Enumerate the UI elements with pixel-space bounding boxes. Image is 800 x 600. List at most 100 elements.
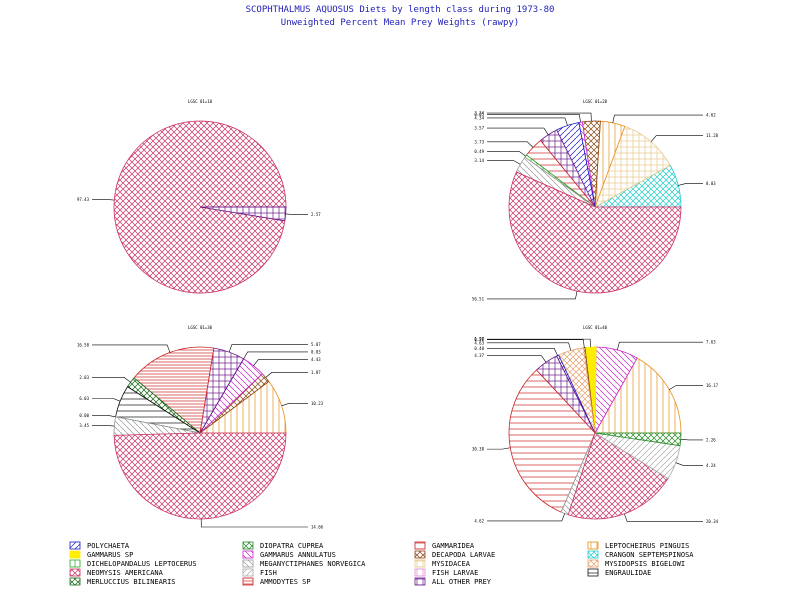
slice-label: 4.62 <box>474 518 484 523</box>
leader-line <box>669 385 703 390</box>
pie-2: LGSC 01=20 8.03 11.28 4.62 3.340.654.34 3.57 3… <box>472 99 719 301</box>
pie-1: LGSC 01=10 97.43 2.57 <box>77 99 321 294</box>
legend-swatch <box>587 559 599 568</box>
legend-item: ALL OTHER PREY <box>414 577 492 586</box>
pie-title: LGSC 01=10 <box>188 99 213 104</box>
slice-label: 3.73 <box>474 139 484 144</box>
slice-label: 0.40 <box>474 346 484 351</box>
legend-label: MYSIDOPSIS BIGELOWI <box>605 560 685 568</box>
slice-label: 4.43 <box>311 357 321 362</box>
slice-label: 3.14 <box>474 158 484 163</box>
pie-slice <box>199 206 287 222</box>
slice-label: 11.28 <box>706 133 719 138</box>
leader-line <box>92 397 121 402</box>
leader-line <box>487 114 581 123</box>
slice-label: 0.26 <box>474 337 484 342</box>
slice-label: 3.57 <box>474 126 484 131</box>
slice-label: 2.03 <box>79 375 89 380</box>
slice-label: 2.26 <box>706 437 716 442</box>
legend-swatch <box>69 577 81 586</box>
legend-swatch <box>242 568 254 577</box>
leader-line <box>285 213 308 215</box>
legend-label: GAMMARUS SP <box>87 551 133 559</box>
leader-line <box>487 151 526 157</box>
slice-label: 0.03 <box>311 349 321 354</box>
leader-line <box>617 341 703 351</box>
legend-swatch <box>69 550 81 559</box>
leader-line <box>487 338 591 348</box>
pie-4: LGSC 01=40 16.17 7.63 1.970.264.630.40 4.37 3… <box>472 325 719 524</box>
leader-line <box>675 462 703 466</box>
leader-line <box>612 114 703 123</box>
slice-label: 30.38 <box>472 447 485 452</box>
slice-label: 4.63 <box>474 340 484 345</box>
legend-item: LEPTOCHEIRUS PINGUIS <box>587 541 689 550</box>
legend-swatch <box>242 550 254 559</box>
leader-line <box>487 141 534 148</box>
leader-line <box>487 291 578 300</box>
legend-item: DIOPATRA CUPREA <box>242 541 324 550</box>
slice-label: 16.50 <box>77 342 90 347</box>
slice-label: 3.34 <box>474 111 484 116</box>
slice-label: 3.45 <box>79 423 89 428</box>
legend-swatch <box>242 559 254 568</box>
leader-line <box>92 199 115 201</box>
slice-label: 4.34 <box>474 115 484 120</box>
slice-label: 4.24 <box>706 463 716 468</box>
slice-label: 4.37 <box>474 353 484 358</box>
slice-label: 14.66 <box>311 524 324 529</box>
slice-label: 0.49 <box>474 149 484 154</box>
legend-label: AMMODYTES SP <box>260 578 311 586</box>
legend-item: DICHELOPANDALUS LEPTOCERUS <box>69 559 197 568</box>
legend-label: FISH LARVAE <box>432 569 478 577</box>
legend-label: MERLUCCIUS BILINEARIS <box>87 578 176 586</box>
leader-line <box>92 425 115 427</box>
leader-line <box>487 127 549 135</box>
legend-label: MYSIDACEA <box>432 560 471 568</box>
slice-label: 20.34 <box>706 519 719 524</box>
leader-line <box>678 183 703 186</box>
leader-line <box>487 160 521 165</box>
slice-label: 6.03 <box>79 396 89 401</box>
legend-item: POLYCHAETA <box>69 541 130 550</box>
legend-swatch <box>242 577 254 586</box>
legend-item: GAMMARUS SP <box>69 550 133 559</box>
pie-title: LGSC 01=40 <box>583 325 608 330</box>
legend-item: NEOMYSIS AMERICANA <box>69 568 164 577</box>
slice-label: 4.62 <box>706 113 716 118</box>
slice-label: 0.00 <box>79 413 89 418</box>
slice-label: 97.43 <box>77 197 90 202</box>
legend-item: AMMODYTES SP <box>242 577 311 586</box>
legend-item: FISH LARVAE <box>414 568 478 577</box>
legend-item: DECAPODA LARVAE <box>414 550 495 559</box>
leader-line <box>281 403 308 407</box>
legend-swatch <box>414 559 426 568</box>
leader-line <box>228 344 308 353</box>
pie-slice <box>133 346 215 434</box>
legend-swatch <box>414 541 426 550</box>
legend-label: DECAPODA LARVAE <box>432 551 495 559</box>
legend-swatch <box>414 550 426 559</box>
pie-title: LGSC 01=20 <box>583 99 608 104</box>
slice-label: 16.17 <box>706 383 719 388</box>
legend-label: GAMMARUS ANNULATUS <box>260 551 336 559</box>
legend-label: LEPTOCHEIRUS PINGUIS <box>605 542 689 550</box>
legend-item: MYSIDACEA <box>414 559 471 568</box>
legend-label: DICHELOPANDALUS LEPTOCERUS <box>87 560 197 568</box>
legend-label: DIOPATRA CUPREA <box>260 542 324 550</box>
legend-swatch <box>414 568 426 577</box>
leader-line <box>92 415 116 418</box>
legend-label: ALL OTHER PREY <box>432 578 492 586</box>
legend-swatch <box>69 541 81 550</box>
legend: POLYCHAETA DIOPATRA CUPREA GAMMARIDEA LEPTO… <box>69 541 694 586</box>
legend-label: GAMMARIDEA <box>432 542 475 550</box>
slice-label: 10.23 <box>311 401 324 406</box>
slice-label: 7.63 <box>706 340 716 345</box>
legend-swatch <box>69 559 81 568</box>
leader-line <box>243 351 308 360</box>
legend-item: MEGANYCTIPHANES NORVEGICA <box>242 559 366 568</box>
slice-label: 1.97 <box>474 337 484 342</box>
leader-line <box>487 339 585 348</box>
legend-item: GAMMARIDEA <box>414 541 475 550</box>
leader-line <box>487 112 592 122</box>
